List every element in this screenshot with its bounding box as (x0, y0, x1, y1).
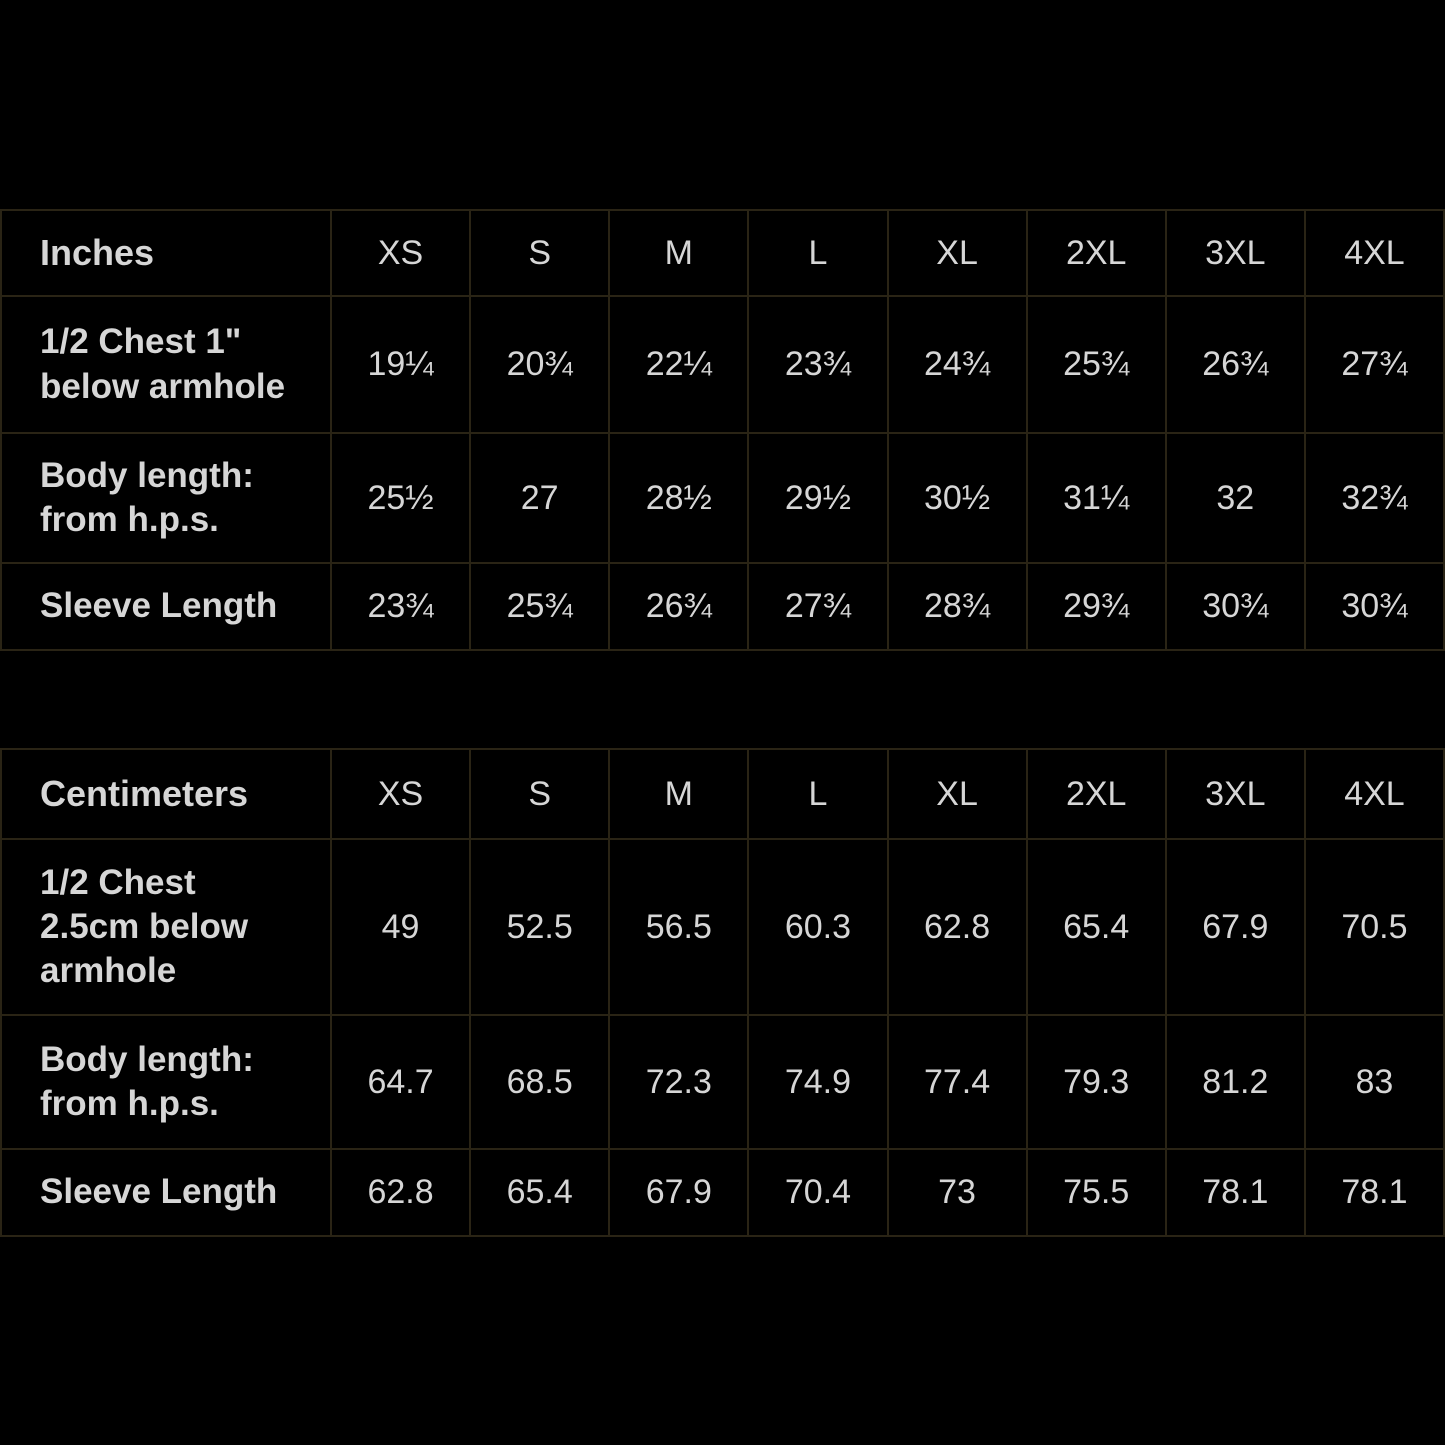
row-label-body-length: Body length: from h.p.s. (0, 1014, 332, 1150)
size-header-m: M (608, 209, 750, 297)
size-header-xs: XS (329, 748, 472, 840)
value-cell: 70.5 (1303, 838, 1445, 1016)
size-header-3xl: 3XL (1164, 748, 1306, 840)
row-label-chest: 1/2 Chest 1" below armhole (0, 295, 332, 434)
row-label-sleeve-length: Sleeve Length (0, 562, 332, 651)
value-cell: 83 (1303, 1014, 1445, 1150)
value-cell: 49 (329, 838, 472, 1016)
value-cell: 25¾ (469, 562, 611, 651)
value-cell: 75.5 (1025, 1148, 1167, 1237)
value-cell: 26¾ (608, 562, 750, 651)
value-cell: 60.3 (747, 838, 889, 1016)
value-cell: 65.4 (469, 1148, 611, 1237)
value-cell: 26¾ (1164, 295, 1306, 434)
table-row: Body length: from h.p.s. 64.7 68.5 72.3 … (0, 1014, 1445, 1150)
row-label-chest: 1/2 Chest 2.5cm below armhole (0, 838, 332, 1016)
value-cell: 30¾ (1164, 562, 1306, 651)
value-cell: 74.9 (747, 1014, 889, 1150)
size-header-2xl: 2XL (1025, 209, 1167, 297)
size-header-xl: XL (886, 209, 1028, 297)
value-cell: 67.9 (608, 1148, 750, 1237)
size-header-4xl: 4XL (1303, 748, 1445, 840)
value-cell: 27¾ (747, 562, 889, 651)
value-cell: 64.7 (329, 1014, 472, 1150)
value-cell: 22¼ (608, 295, 750, 434)
row-label-body-length: Body length: from h.p.s. (0, 432, 332, 564)
value-cell: 52.5 (469, 838, 611, 1016)
size-header-2xl: 2XL (1025, 748, 1167, 840)
value-cell: 32 (1164, 432, 1306, 564)
value-cell: 32¾ (1303, 432, 1445, 564)
value-cell: 79.3 (1025, 1014, 1167, 1150)
centimeters-size-table: Centimeters XS S M L XL 2XL 3XL 4XL 1/2 … (0, 748, 1445, 1237)
value-cell: 78.1 (1303, 1148, 1445, 1237)
size-header-l: L (747, 748, 889, 840)
size-header-s: S (469, 748, 611, 840)
value-cell: 25¾ (1025, 295, 1167, 434)
value-cell: 19¼ (329, 295, 472, 434)
size-header-m: M (608, 748, 750, 840)
value-cell: 28½ (608, 432, 750, 564)
value-cell: 70.4 (747, 1148, 889, 1237)
table-row: Sleeve Length 62.8 65.4 67.9 70.4 73 75.… (0, 1148, 1445, 1237)
size-header-s: S (469, 209, 611, 297)
value-cell: 65.4 (1025, 838, 1167, 1016)
value-cell: 68.5 (469, 1014, 611, 1150)
value-cell: 29½ (747, 432, 889, 564)
value-cell: 24¾ (886, 295, 1028, 434)
table-row: 1/2 Chest 2.5cm below armhole 49 52.5 56… (0, 838, 1445, 1016)
value-cell: 77.4 (886, 1014, 1028, 1150)
value-cell: 30¾ (1303, 562, 1445, 651)
size-header-xs: XS (329, 209, 472, 297)
unit-header-cell: Inches (0, 209, 332, 297)
unit-header-cell: Centimeters (0, 748, 332, 840)
row-label-sleeve-length: Sleeve Length (0, 1148, 332, 1237)
value-cell: 20¾ (469, 295, 611, 434)
value-cell: 67.9 (1164, 838, 1306, 1016)
size-header-3xl: 3XL (1164, 209, 1306, 297)
value-cell: 23¾ (329, 562, 472, 651)
inches-size-table: Inches XS S M L XL 2XL 3XL 4XL 1/2 Chest… (0, 209, 1445, 651)
value-cell: 31¼ (1025, 432, 1167, 564)
value-cell: 81.2 (1164, 1014, 1306, 1150)
value-cell: 62.8 (329, 1148, 472, 1237)
table-row: Sleeve Length 23¾ 25¾ 26¾ 27¾ 28¾ 29¾ 30… (0, 562, 1445, 651)
size-header-4xl: 4XL (1303, 209, 1445, 297)
value-cell: 73 (886, 1148, 1028, 1237)
value-cell: 78.1 (1164, 1148, 1306, 1237)
value-cell: 23¾ (747, 295, 889, 434)
size-header-l: L (747, 209, 889, 297)
value-cell: 56.5 (608, 838, 750, 1016)
table-header-row: Centimeters XS S M L XL 2XL 3XL 4XL (0, 748, 1445, 840)
value-cell: 25½ (329, 432, 472, 564)
value-cell: 27¾ (1303, 295, 1445, 434)
value-cell: 27 (469, 432, 611, 564)
value-cell: 62.8 (886, 838, 1028, 1016)
size-header-xl: XL (886, 748, 1028, 840)
value-cell: 28¾ (886, 562, 1028, 651)
value-cell: 30½ (886, 432, 1028, 564)
table-row: 1/2 Chest 1" below armhole 19¼ 20¾ 22¼ 2… (0, 295, 1445, 434)
value-cell: 72.3 (608, 1014, 750, 1150)
value-cell: 29¾ (1025, 562, 1167, 651)
table-header-row: Inches XS S M L XL 2XL 3XL 4XL (0, 209, 1445, 297)
table-row: Body length: from h.p.s. 25½ 27 28½ 29½ … (0, 432, 1445, 564)
